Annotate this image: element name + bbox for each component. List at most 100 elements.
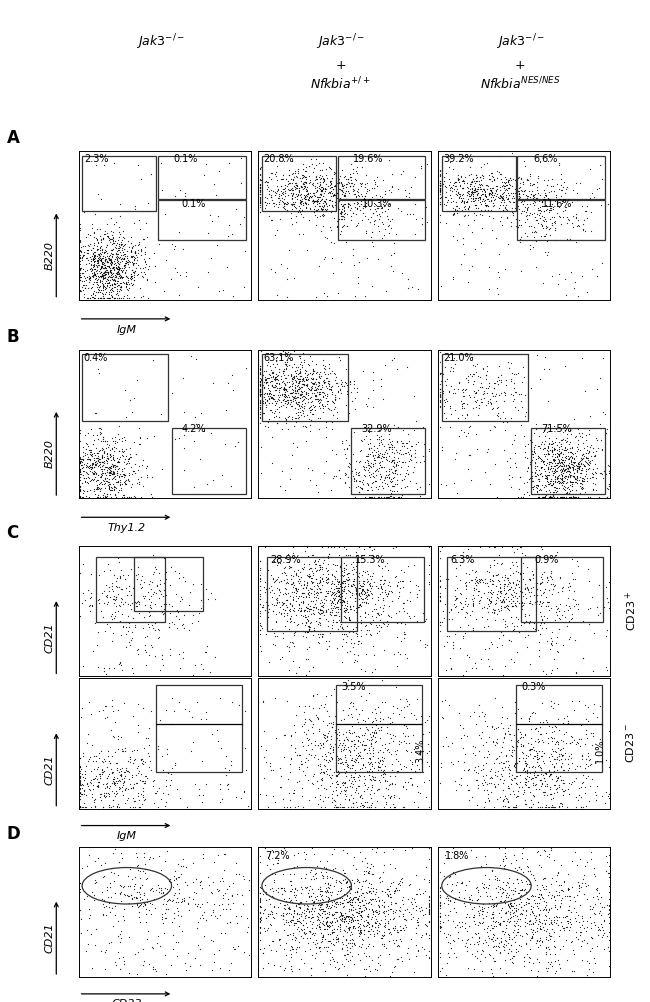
Point (437, 539, 447, 555)
Point (549, 893, 560, 909)
Point (435, 395, 445, 411)
Point (472, 934, 482, 950)
Point (378, 196, 388, 212)
Point (554, 779, 565, 795)
Point (352, 770, 363, 786)
Point (520, 158, 530, 174)
Point (171, 871, 181, 887)
Point (342, 377, 352, 393)
Point (296, 923, 307, 939)
Point (327, 178, 337, 194)
Point (98, 257, 108, 273)
Point (554, 266, 564, 282)
Point (224, 155, 234, 171)
Point (521, 774, 532, 790)
Point (316, 883, 326, 899)
Point (380, 908, 391, 924)
Point (503, 589, 514, 605)
Point (396, 761, 406, 777)
Point (119, 245, 129, 262)
Point (592, 882, 603, 898)
Point (222, 777, 232, 793)
Point (307, 885, 318, 901)
Point (78, 556, 88, 572)
Point (195, 874, 205, 890)
Point (530, 924, 540, 940)
Point (304, 600, 315, 616)
Point (362, 582, 372, 598)
Point (567, 475, 578, 491)
Point (337, 573, 348, 589)
Point (313, 484, 324, 500)
Point (220, 436, 230, 452)
Point (116, 767, 127, 783)
Point (550, 222, 560, 238)
Point (520, 910, 530, 926)
Point (272, 172, 282, 188)
Point (332, 914, 342, 930)
Point (129, 946, 140, 962)
Point (493, 764, 504, 780)
Point (285, 949, 296, 965)
Point (404, 473, 415, 489)
Point (530, 456, 540, 472)
Point (410, 894, 420, 910)
Point (316, 737, 326, 754)
Point (491, 577, 501, 593)
Point (474, 398, 484, 414)
Point (536, 436, 546, 452)
Point (140, 856, 150, 872)
Point (292, 905, 302, 921)
Point (287, 963, 298, 979)
Point (522, 484, 532, 500)
Point (255, 193, 265, 209)
Point (387, 466, 398, 482)
Point (473, 882, 483, 898)
Point (120, 277, 131, 293)
Point (435, 354, 445, 370)
Point (272, 391, 283, 407)
Point (279, 380, 289, 396)
Point (315, 191, 326, 207)
Point (316, 896, 326, 912)
Point (174, 287, 184, 303)
Point (291, 897, 302, 913)
Point (539, 893, 549, 909)
Point (350, 593, 360, 609)
Point (359, 461, 370, 477)
Point (382, 445, 392, 461)
Point (297, 373, 307, 389)
Point (495, 203, 506, 219)
Point (511, 366, 521, 382)
Point (290, 392, 300, 408)
Point (192, 920, 202, 936)
Point (562, 430, 573, 446)
Point (468, 184, 478, 200)
Point (341, 557, 352, 573)
Point (170, 260, 180, 276)
Point (339, 603, 349, 619)
Point (354, 586, 365, 602)
Point (375, 741, 385, 758)
Point (400, 181, 410, 197)
Point (530, 437, 540, 453)
Point (458, 186, 469, 202)
Point (286, 182, 296, 198)
Point (255, 925, 265, 941)
Point (484, 207, 494, 223)
Point (339, 441, 350, 457)
Point (513, 402, 523, 418)
Point (526, 205, 537, 221)
Point (437, 737, 448, 754)
Point (382, 708, 393, 724)
Point (339, 792, 350, 808)
Point (552, 773, 563, 789)
Point (348, 182, 359, 198)
Point (458, 385, 468, 401)
Point (313, 369, 324, 385)
Point (320, 875, 330, 891)
Point (461, 382, 471, 398)
Point (276, 565, 287, 581)
Point (124, 895, 134, 911)
Point (446, 190, 456, 206)
